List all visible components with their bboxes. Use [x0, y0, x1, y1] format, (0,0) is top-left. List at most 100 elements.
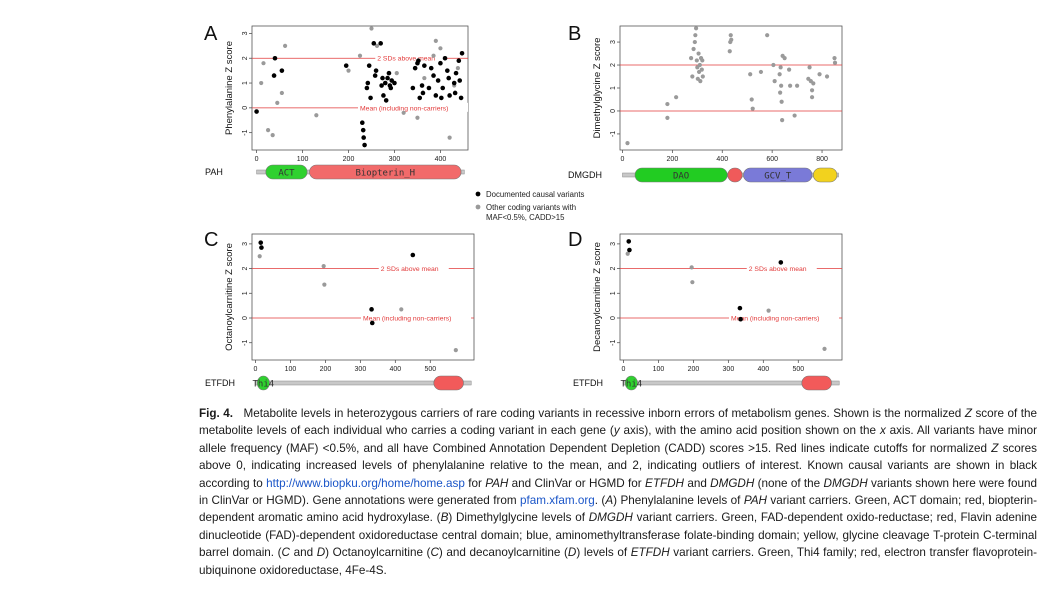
domain-label: Thi4 — [621, 380, 643, 390]
protein-domain — [309, 164, 462, 180]
caption-italic: DMGDH — [710, 476, 755, 490]
point-other-variant — [321, 264, 326, 269]
point-other-variant — [700, 74, 705, 79]
y-tick-label: -1 — [242, 339, 249, 345]
point-other-variant — [782, 56, 787, 61]
gene-label: ETFDH — [205, 378, 235, 388]
point-causal-variant — [386, 70, 392, 76]
protein-domain — [634, 167, 728, 183]
y-tick-label: -1 — [610, 339, 617, 345]
point-other-variant — [700, 58, 705, 63]
y-axis-label: Decanoylcarnitine Z score — [592, 242, 603, 352]
point-other-variant — [696, 51, 701, 56]
caption-text: (none of the — [754, 476, 824, 490]
point-causal-variant — [451, 80, 457, 86]
point-other-variant — [779, 83, 784, 88]
point-causal-variant — [379, 83, 384, 88]
point-other-variant — [772, 79, 777, 84]
point-other-variant — [282, 43, 288, 48]
point-other-variant — [778, 90, 783, 95]
point-other-variant — [698, 79, 703, 84]
point-causal-variant — [378, 41, 383, 46]
domain-label: DAO — [673, 172, 689, 182]
caption-text: and — [290, 546, 317, 560]
panel-letter: A — [204, 23, 218, 45]
y-tick-label: 3 — [610, 40, 617, 44]
cutoff-label-2sd: 2 SDs above mean — [381, 266, 439, 273]
point-other-variant — [787, 67, 792, 72]
point-causal-variant — [433, 93, 439, 98]
x-tick-label: 0 — [254, 366, 258, 373]
y-tick-label: 1 — [242, 291, 249, 295]
caption-text: ) levels of — [576, 546, 631, 560]
x-tick-label: 100 — [285, 366, 297, 373]
point-causal-variant — [431, 73, 436, 78]
caption-italic: Z — [991, 441, 999, 455]
pfam-link[interactable]: pfam.xfam.org — [520, 494, 595, 508]
x-tick-label: 300 — [723, 366, 735, 373]
x-tick-label: 400 — [435, 156, 447, 163]
point-causal-variant — [366, 63, 372, 68]
protein-domain — [265, 164, 308, 180]
caption-text: ) Dimethylglycine levels of — [448, 511, 589, 525]
point-causal-variant — [419, 83, 425, 88]
x-tick-label: 800 — [816, 156, 828, 163]
point-other-variant — [824, 74, 830, 79]
point-causal-variant — [365, 80, 371, 86]
point-causal-variant — [272, 55, 278, 61]
caption-italic: C — [430, 546, 439, 560]
caption-italic: B — [440, 511, 449, 525]
x-tick-label: 200 — [343, 156, 355, 163]
point-other-variant — [758, 69, 764, 75]
point-other-variant — [693, 26, 699, 31]
point-other-variant — [433, 38, 438, 43]
protein-domain — [727, 167, 743, 183]
point-causal-variant — [369, 307, 374, 312]
point-other-variant — [346, 68, 351, 73]
point-causal-variant — [416, 58, 421, 64]
gene-label: PAH — [205, 167, 223, 177]
point-other-variant — [401, 110, 406, 115]
protein-domain — [813, 167, 838, 183]
caption-text: ) and decanoylcarnitine ( — [438, 546, 568, 560]
point-causal-variant — [738, 316, 743, 322]
point-causal-variant — [410, 85, 416, 91]
point-causal-variant — [440, 85, 446, 91]
point-causal-variant — [364, 85, 370, 91]
point-causal-variant — [452, 90, 458, 96]
point-other-variant — [261, 61, 266, 66]
point-other-variant — [625, 141, 630, 146]
y-tick-label: 3 — [242, 31, 249, 35]
point-other-variant — [749, 97, 754, 102]
point-other-variant — [750, 106, 755, 111]
gene-label: ETFDH — [573, 378, 603, 388]
domain-label: GCV_T — [764, 172, 792, 182]
point-causal-variant — [368, 95, 373, 101]
point-other-variant — [780, 118, 785, 123]
point-other-variant — [696, 69, 702, 75]
point-causal-variant — [382, 80, 388, 86]
biopku-link[interactable]: http://www.biopku.org/home/home.asp — [266, 476, 465, 490]
point-causal-variant — [456, 58, 462, 64]
point-other-variant — [779, 99, 784, 104]
point-causal-variant — [422, 63, 427, 68]
point-causal-variant — [369, 320, 375, 326]
point-other-variant — [766, 308, 771, 313]
caption-italic: ETFDH — [630, 546, 670, 560]
point-other-variant — [777, 72, 782, 77]
point-causal-variant — [412, 65, 418, 71]
y-axis-label: Dimethylglycine Z score — [592, 38, 603, 139]
point-causal-variant — [438, 60, 443, 66]
panel-d: D -1 0 1 2 3 0 100 200 300 400 500 Decanoylcarnitine… — [568, 229, 843, 391]
caption-italic: A — [605, 494, 614, 508]
legend-other-marker — [475, 204, 481, 210]
y-tick-label: 2 — [242, 56, 249, 60]
point-causal-variant — [417, 95, 423, 101]
point-other-variant — [275, 100, 280, 105]
protein-domain — [256, 375, 270, 391]
cutoff-label-mean: Mean (including non-carriers) — [363, 316, 451, 323]
plot-frame — [619, 233, 843, 361]
point-other-variant — [279, 90, 284, 96]
point-other-variant — [795, 83, 800, 88]
point-causal-variant — [373, 68, 379, 73]
